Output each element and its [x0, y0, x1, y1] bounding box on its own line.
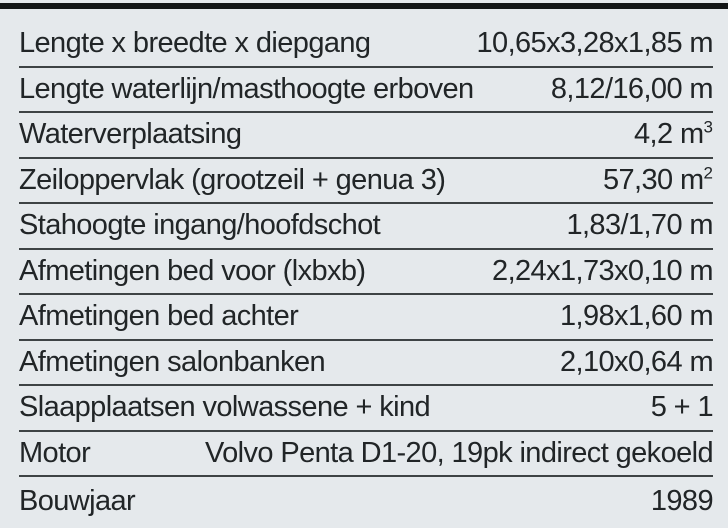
spec-value: 8,12/16,00 m	[550, 72, 714, 105]
spec-value: 2,24x1,73x0,10 m	[492, 254, 714, 287]
spec-label: Stahoogte ingang/hoofdschot	[19, 209, 381, 242]
table-row: Lengte waterlijn/masthoogte erboven 8,12…	[19, 68, 714, 113]
spec-table: Lengte x breedte x diepgang 10,65x3,28x1…	[19, 22, 714, 526]
spec-value: 1,98x1,60 m	[560, 300, 714, 333]
table-row: Waterverplaatsing 4,2 m3	[19, 113, 713, 159]
table-row: Slaapplaatsen volwassene + kind 5 + 1	[19, 386, 714, 432]
spec-value: Volvo Penta D1-20, 19pk indirect gekoeld	[204, 436, 714, 469]
spec-label: Waterverplaatsing	[19, 118, 242, 151]
table-row: Afmetingen salonbanken 2,10x0,64 m	[19, 341, 714, 386]
table-row: Motor Volvo Penta D1-20, 19pk indirect g…	[19, 432, 714, 477]
spec-label: Motor	[19, 436, 91, 469]
spec-label: Zeiloppervlak (grootzeil + genua 3)	[19, 163, 446, 196]
spec-value: 1,83/1,70 m	[566, 209, 713, 242]
table-row: Stahoogte ingang/hoofdschot 1,83/1,70 m	[19, 204, 714, 250]
spec-label: Lengte x breedte x diepgang	[19, 27, 371, 60]
unit-superscript: 3	[703, 117, 713, 137]
table-row: Bouwjaar 1989	[19, 477, 714, 526]
table-row: Lengte x breedte x diepgang 10,65x3,28x1…	[19, 22, 714, 68]
table-row: Afmetingen bed achter 1,98x1,60 m	[19, 295, 714, 341]
spec-label: Afmetingen salonbanken	[19, 345, 326, 378]
spec-value: 10,65x3,28x1,85 m	[476, 27, 714, 60]
spec-label: Lengte waterlijn/masthoogte erboven	[19, 72, 474, 105]
table-top-rule	[0, 3, 728, 9]
spec-label: Slaapplaatsen volwassene + kind	[19, 391, 431, 424]
unit-superscript: 2	[703, 163, 713, 183]
spec-label: Bouwjaar	[19, 485, 136, 517]
spec-value: 57,30 m2	[602, 163, 713, 196]
spec-label: Afmetingen bed achter	[19, 300, 299, 333]
table-row: Afmetingen bed voor (lxbxb) 2,24x1,73x0,…	[19, 250, 714, 295]
spec-value: 1989	[650, 485, 714, 517]
spec-value: 5 + 1	[650, 391, 714, 424]
spec-value: 4,2 m3	[634, 117, 713, 151]
spec-value: 2,10x0,64 m	[560, 345, 714, 378]
spec-label: Afmetingen bed voor (lxbxb)	[19, 254, 366, 287]
table-row: Zeiloppervlak (grootzeil + genua 3) 57,3…	[19, 159, 713, 204]
